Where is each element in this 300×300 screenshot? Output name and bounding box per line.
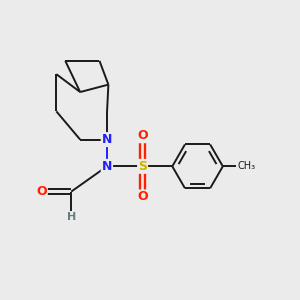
Text: H: H xyxy=(67,212,76,222)
Text: O: O xyxy=(36,185,47,198)
Text: N: N xyxy=(102,160,112,173)
Text: N: N xyxy=(102,133,112,146)
Text: S: S xyxy=(138,160,147,173)
Text: CH₃: CH₃ xyxy=(238,161,256,171)
Text: O: O xyxy=(137,190,148,203)
Text: O: O xyxy=(137,129,148,142)
